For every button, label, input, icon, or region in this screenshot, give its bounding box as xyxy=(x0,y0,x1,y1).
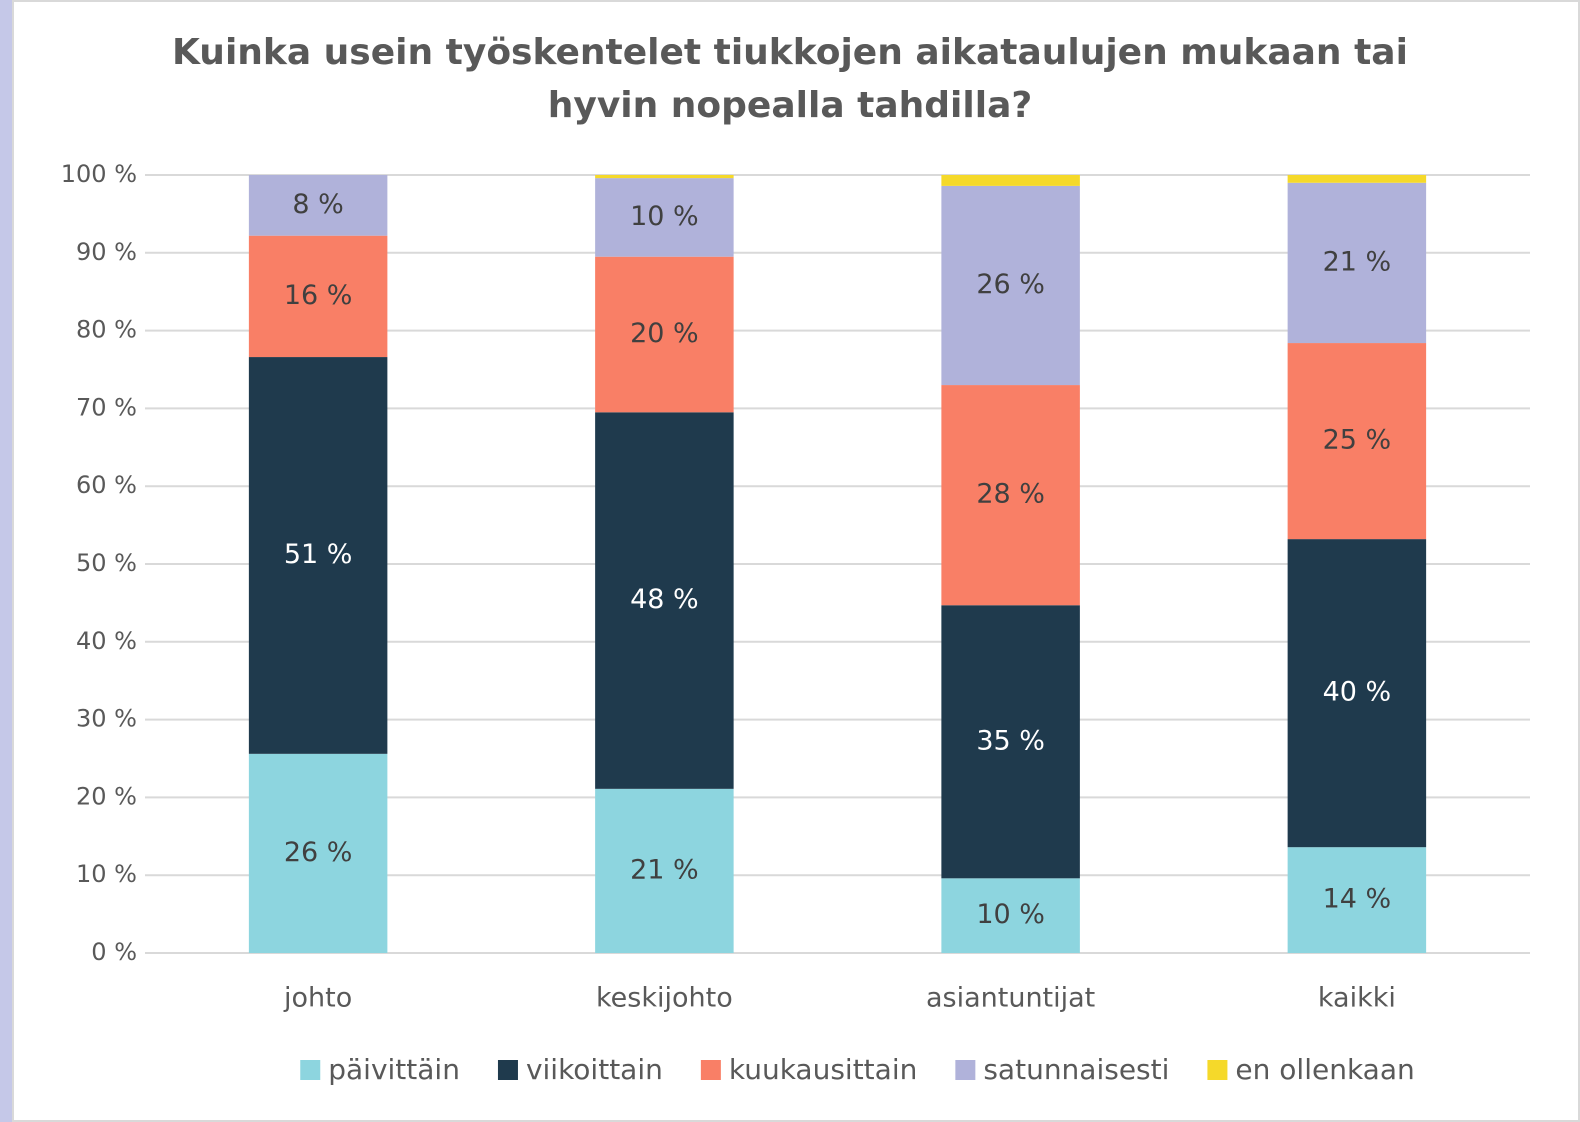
legend-label: päivittäin xyxy=(328,1053,460,1086)
data-label: 40 % xyxy=(1323,677,1392,708)
x-tick-label: asiantuntijat xyxy=(926,983,1095,1014)
data-label: 35 % xyxy=(976,725,1045,756)
bar-segment xyxy=(941,605,1080,879)
data-label: 10 % xyxy=(630,201,699,232)
data-label: 28 % xyxy=(976,479,1045,510)
data-label: 26 % xyxy=(976,269,1045,300)
x-tick-label: johto xyxy=(283,983,352,1014)
bar-segment xyxy=(1287,539,1427,848)
y-tick-label: 100 % xyxy=(61,160,137,188)
x-tick-label: kaikki xyxy=(1318,983,1396,1014)
bar-segment xyxy=(595,256,734,413)
x-tick-label: keskijohto xyxy=(596,983,733,1014)
y-tick-label: 30 % xyxy=(76,705,137,733)
legend-label: en ollenkaan xyxy=(1235,1053,1414,1086)
bar-segment xyxy=(248,753,388,953)
legend-label: viikoittain xyxy=(526,1053,663,1086)
bar-segment xyxy=(1287,343,1427,540)
bar-segment xyxy=(248,357,388,754)
y-tick-label: 80 % xyxy=(76,316,137,344)
bar-segment xyxy=(941,175,1080,186)
y-tick-label: 70 % xyxy=(76,393,137,421)
bar-segment xyxy=(1287,175,1427,183)
legend-swatch xyxy=(497,1060,518,1080)
legend-label: satunnaisesti xyxy=(983,1053,1169,1086)
bar-segment xyxy=(595,788,734,953)
y-tick-label: 10 % xyxy=(76,860,137,888)
data-label: 48 % xyxy=(630,584,699,615)
bar-segment xyxy=(248,235,388,358)
bar-segment xyxy=(1287,847,1427,953)
y-tick-label: 40 % xyxy=(76,627,137,655)
chart-title: Kuinka usein työskentelet tiukkojen aika… xyxy=(172,32,1408,73)
bar-segment xyxy=(595,412,734,789)
legend-swatch xyxy=(300,1060,321,1080)
y-tick-label: 0 % xyxy=(91,938,137,966)
y-tick-label: 60 % xyxy=(76,471,137,499)
bar-segment xyxy=(941,878,1080,953)
bar-segment xyxy=(1287,182,1427,344)
y-tick-label: 50 % xyxy=(76,549,137,577)
legend-label: kuukausittain xyxy=(729,1053,917,1086)
bar-segment xyxy=(248,175,388,236)
bar-segment xyxy=(595,175,734,179)
data-label: 25 % xyxy=(1323,425,1392,456)
data-label: 8 % xyxy=(292,189,343,220)
data-label: 21 % xyxy=(630,854,699,885)
data-label: 20 % xyxy=(630,318,699,349)
bar-segment xyxy=(941,385,1080,606)
data-label: 14 % xyxy=(1323,884,1392,915)
bar-segment xyxy=(595,178,734,257)
side-strip xyxy=(0,0,12,1122)
data-label: 16 % xyxy=(284,280,353,311)
legend-swatch xyxy=(700,1060,721,1080)
y-tick-label: 90 % xyxy=(76,238,137,266)
data-label: 26 % xyxy=(284,837,353,868)
y-tick-label: 20 % xyxy=(76,782,137,810)
data-label: 51 % xyxy=(284,539,353,570)
legend-swatch xyxy=(955,1060,976,1080)
data-label: 10 % xyxy=(976,899,1045,930)
bar-segment xyxy=(941,185,1080,386)
chart-title: hyvin nopealla tahdilla? xyxy=(548,85,1033,126)
legend-swatch xyxy=(1207,1060,1228,1080)
data-label: 21 % xyxy=(1323,246,1392,277)
